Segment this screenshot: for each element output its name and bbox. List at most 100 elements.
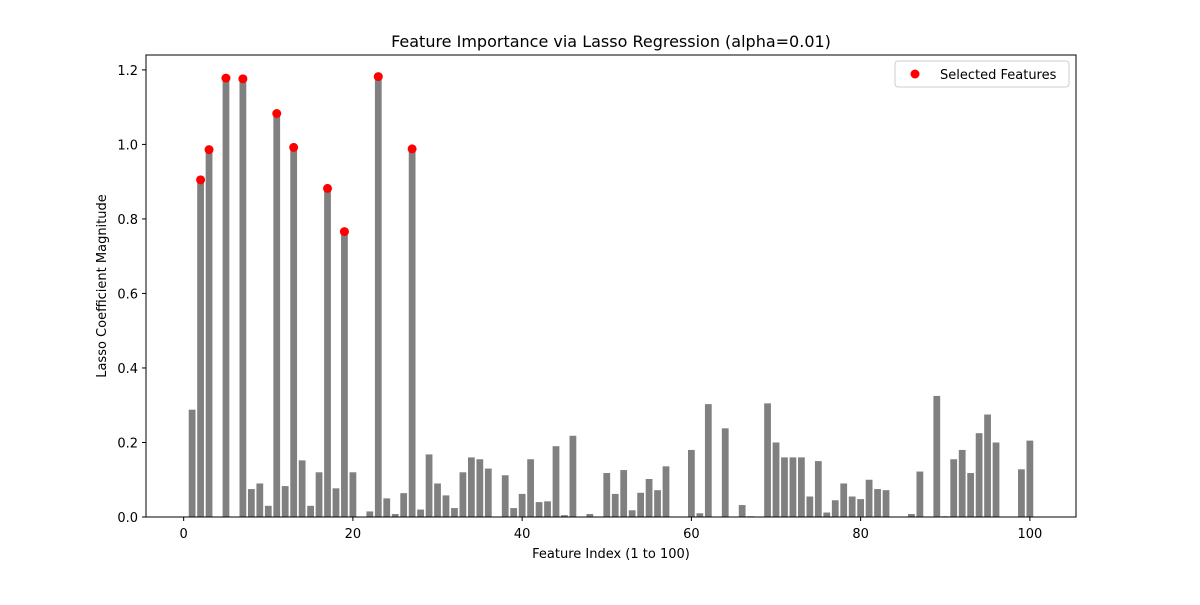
bar-feature-27 bbox=[408, 148, 416, 517]
selected-feature-marker-27 bbox=[407, 144, 417, 154]
bar-feature-19 bbox=[341, 231, 348, 518]
bar-feature-64 bbox=[721, 428, 729, 517]
bar-feature-30 bbox=[434, 483, 441, 517]
bar-feature-70 bbox=[772, 442, 780, 517]
x-tick-label: 60 bbox=[683, 527, 700, 542]
x-tick-label: 40 bbox=[514, 527, 531, 542]
selected-feature-marker-17 bbox=[323, 183, 333, 193]
bar-feature-9 bbox=[256, 483, 264, 517]
bar-feature-18 bbox=[332, 488, 340, 517]
bar-feature-76 bbox=[823, 512, 831, 517]
bar-feature-31 bbox=[442, 495, 450, 517]
bar-feature-80 bbox=[857, 499, 865, 517]
bar-feature-55 bbox=[645, 478, 653, 517]
bar-feature-14 bbox=[298, 460, 306, 517]
bar-feature-50 bbox=[603, 473, 611, 517]
selected-markers-layer bbox=[196, 72, 417, 237]
chart-title: Feature Importance via Lasso Regression … bbox=[391, 32, 831, 51]
selected-feature-marker-13 bbox=[289, 142, 299, 152]
bar-feature-75 bbox=[814, 461, 822, 517]
bar-feature-57 bbox=[662, 466, 670, 517]
bar-feature-78 bbox=[840, 483, 848, 517]
selected-feature-marker-11 bbox=[272, 108, 282, 118]
bar-feature-61 bbox=[696, 513, 704, 517]
bar-feature-94 bbox=[975, 433, 983, 517]
bar-feature-92 bbox=[958, 449, 966, 517]
bar-feature-45 bbox=[561, 515, 568, 517]
bar-feature-83 bbox=[882, 490, 890, 517]
bar-feature-10 bbox=[264, 505, 272, 517]
bar-feature-87 bbox=[916, 471, 924, 517]
x-tick-label: 100 bbox=[1017, 527, 1042, 542]
bar-feature-54 bbox=[637, 492, 645, 517]
bar-feature-46 bbox=[569, 435, 577, 517]
bar-feature-82 bbox=[874, 489, 881, 517]
bar-feature-15 bbox=[307, 505, 314, 517]
selected-feature-marker-3 bbox=[204, 145, 214, 155]
bar-feature-22 bbox=[366, 511, 374, 517]
bar-feature-35 bbox=[476, 459, 484, 517]
bar-feature-32 bbox=[451, 508, 458, 517]
bar-feature-48 bbox=[586, 514, 594, 517]
bar-feature-96 bbox=[992, 442, 1000, 517]
legend-box bbox=[894, 60, 1070, 88]
y-axis-label: Lasso Coefficient Magnitude bbox=[95, 194, 110, 378]
bar-feature-86 bbox=[908, 514, 915, 517]
bar-feature-100 bbox=[1026, 440, 1034, 517]
bar-feature-53 bbox=[628, 510, 636, 517]
bar-feature-72 bbox=[789, 457, 797, 517]
bar-feature-91 bbox=[950, 459, 958, 517]
bar-feature-38 bbox=[501, 475, 509, 517]
bar-feature-11 bbox=[273, 113, 281, 517]
legend-marker-icon bbox=[910, 69, 920, 79]
bar-feature-8 bbox=[247, 489, 255, 517]
bar-feature-2 bbox=[197, 179, 204, 517]
x-tick-label: 80 bbox=[852, 527, 869, 542]
plot-frame bbox=[145, 54, 1077, 518]
bar-feature-26 bbox=[400, 493, 408, 517]
bar-feature-36 bbox=[484, 468, 492, 517]
bar-feature-66 bbox=[738, 505, 746, 517]
bar-feature-79 bbox=[848, 496, 856, 517]
bar-feature-24 bbox=[383, 498, 391, 517]
bar-feature-81 bbox=[865, 479, 873, 517]
bars-layer bbox=[188, 76, 1034, 518]
bar-feature-20 bbox=[349, 472, 357, 517]
bar-feature-29 bbox=[425, 454, 433, 517]
selected-feature-marker-23 bbox=[373, 72, 383, 82]
selected-feature-marker-2 bbox=[196, 175, 206, 185]
bar-feature-41 bbox=[527, 459, 534, 517]
bar-feature-34 bbox=[467, 457, 475, 517]
x-tick-label: 20 bbox=[345, 527, 362, 542]
bar-feature-7 bbox=[239, 78, 247, 518]
x-axis-ticks: 0 20 40 60 80 100 bbox=[180, 517, 1042, 542]
y-tick-label: 1.0 bbox=[117, 138, 138, 153]
selected-feature-marker-5 bbox=[221, 73, 231, 83]
y-tick-label: 0.8 bbox=[117, 213, 138, 228]
bar-feature-25 bbox=[391, 514, 399, 517]
y-tick-label: 1.2 bbox=[117, 64, 138, 79]
bar-feature-74 bbox=[806, 496, 814, 517]
bar-feature-93 bbox=[967, 473, 975, 517]
y-tick-label: 0.6 bbox=[117, 287, 138, 302]
selected-feature-marker-19 bbox=[339, 227, 349, 237]
bar-feature-1 bbox=[188, 409, 196, 517]
y-tick-label: 0.4 bbox=[117, 362, 138, 377]
bar-feature-60 bbox=[688, 449, 695, 517]
selected-feature-marker-7 bbox=[238, 74, 248, 84]
bar-feature-89 bbox=[933, 395, 941, 517]
bar-feature-77 bbox=[831, 500, 839, 517]
bar-feature-5 bbox=[222, 78, 230, 517]
y-tick-label: 0.2 bbox=[117, 436, 138, 451]
bar-feature-40 bbox=[518, 493, 526, 517]
bar-feature-73 bbox=[798, 457, 805, 517]
bar-feature-71 bbox=[781, 457, 788, 517]
bar-feature-39 bbox=[510, 508, 518, 517]
y-tick-label: 0.0 bbox=[117, 511, 138, 526]
bar-feature-69 bbox=[764, 403, 771, 517]
bar-feature-3 bbox=[205, 149, 213, 517]
bar-feature-17 bbox=[324, 188, 331, 518]
bar-feature-99 bbox=[1018, 469, 1025, 517]
